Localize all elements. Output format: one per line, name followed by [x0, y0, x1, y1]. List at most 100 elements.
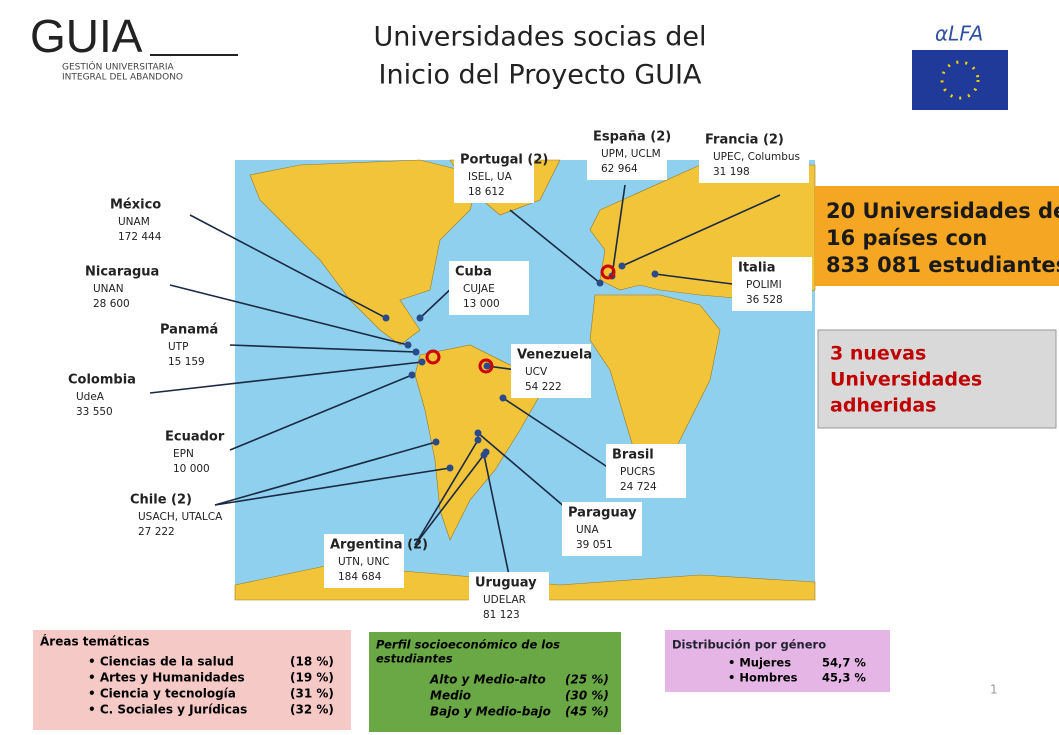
country-box — [606, 444, 686, 498]
gender-title: Distribución por género — [672, 638, 826, 652]
country-students: 33 550 — [76, 406, 113, 418]
country-students: 13 000 — [463, 298, 500, 310]
university-dot — [446, 464, 454, 472]
country-box — [562, 502, 642, 556]
eu-stars — [940, 60, 980, 100]
profile-pct: (25 %) — [565, 673, 609, 687]
university-dot — [416, 314, 424, 322]
country-universities: UTP — [168, 341, 188, 353]
leader-line — [621, 194, 781, 267]
area-item: • C. Sociales y Jurídicas — [88, 703, 247, 717]
university-dot — [418, 358, 426, 366]
university-dot — [432, 438, 440, 446]
leader-line — [214, 441, 437, 506]
profile-box — [369, 632, 621, 732]
profile-pct: (45 %) — [565, 705, 609, 719]
country-name: Italia — [738, 261, 776, 276]
logo-subtitle: INTEGRAL DEL ABANDONO — [62, 73, 183, 83]
profile-pct: (30 %) — [565, 689, 609, 703]
new-members-box — [817, 329, 1057, 429]
leader-line — [611, 184, 626, 277]
area-item: • Ciencia y tecnología — [88, 687, 236, 701]
leader-line — [483, 454, 511, 581]
country-box — [699, 129, 809, 183]
country-name: Cuba — [455, 265, 492, 280]
university-dot — [412, 348, 420, 356]
country-name: Uruguay — [475, 576, 537, 591]
summary-text: 833 081 estudiantes — [826, 253, 1059, 277]
leader-line — [214, 467, 451, 506]
country-box — [587, 126, 667, 180]
country-students: 10 000 — [173, 463, 210, 475]
country-students: 31 198 — [713, 166, 750, 178]
leader-line — [509, 209, 601, 284]
country-universities: EPN — [173, 448, 194, 460]
areas-box — [33, 630, 351, 730]
university-dot — [596, 279, 604, 287]
title: Universidades socias del — [373, 22, 706, 53]
leader-line — [414, 439, 479, 546]
country-name: Chile (2) — [130, 493, 192, 508]
new-members-text: 3 nuevas — [830, 343, 926, 365]
areas-title: Áreas temáticas — [40, 634, 149, 649]
country-universities: UPM, UCLM — [601, 148, 661, 160]
country-name: Panamá — [160, 323, 218, 338]
country-box — [511, 344, 591, 398]
area-item: • Artes y Humanidades — [88, 671, 245, 685]
university-dot — [618, 262, 626, 270]
country-universities: UNA — [576, 524, 600, 536]
country-name: Paraguay — [568, 506, 637, 521]
country-universities: UdeA — [76, 391, 105, 403]
new-member-ring — [425, 349, 441, 365]
new-member-ring — [478, 358, 494, 374]
leader-line — [229, 344, 417, 353]
leader-line — [229, 374, 413, 451]
country-box — [324, 534, 404, 588]
eu-flag — [912, 50, 1008, 110]
area-pct: (18 %) — [290, 655, 334, 669]
country-box — [732, 257, 812, 311]
university-dot — [404, 341, 412, 349]
profile-title: Perfil socioeconómico de los — [376, 638, 560, 652]
country-universities: UNAM — [118, 216, 150, 228]
country-universities: USACH, UTALCA — [138, 511, 223, 523]
gender-item: • Hombres — [728, 671, 798, 685]
country-students: 184 684 — [338, 571, 382, 583]
new-members-text: Universidades — [830, 369, 982, 391]
country-universities: UTN, UNC — [338, 556, 390, 568]
country-students: 18 612 — [468, 186, 505, 198]
leader-line — [169, 284, 409, 346]
profile-title: estudiantes — [376, 652, 453, 666]
country-students: 54 222 — [525, 381, 562, 393]
country-students: 36 528 — [746, 294, 783, 306]
country-universities: ISEL, UA — [468, 171, 513, 183]
country-name: España (2) — [593, 130, 671, 145]
country-students: 28 600 — [93, 298, 130, 310]
summary-box — [815, 186, 1059, 286]
country-name: Ecuador — [165, 430, 225, 445]
country-universities: CUJAE — [463, 283, 495, 295]
leader-line — [149, 361, 423, 394]
gender-item: • Mujeres — [728, 656, 791, 670]
country-students: 62 964 — [601, 163, 638, 175]
country-universities: POLIMI — [746, 279, 782, 291]
logo-subtitle: GESTIÓN UNIVERSITARIA — [62, 61, 175, 73]
country-universities: UCV — [525, 366, 548, 378]
area-pct: (31 %) — [290, 687, 334, 701]
university-dot — [480, 451, 488, 459]
country-name: Venezuela — [517, 348, 592, 363]
country-name: Argentina (2) — [330, 538, 428, 553]
logo: GUIA — [30, 10, 143, 62]
country-universities: UDELAR — [483, 594, 526, 606]
university-dot — [474, 429, 482, 437]
africa — [589, 294, 721, 471]
area-pct: (32 %) — [290, 703, 334, 717]
gender-pct: 45,3 % — [822, 671, 866, 685]
country-box — [469, 572, 549, 626]
partner-logo: αLFA — [935, 22, 983, 46]
country-students: 39 051 — [576, 539, 613, 551]
country-students: 15 159 — [168, 356, 205, 368]
profile-item: Bajo y Medio-bajo — [430, 705, 551, 719]
country-name: Brasil — [612, 448, 654, 463]
gender-pct: 54,7 % — [822, 656, 866, 670]
